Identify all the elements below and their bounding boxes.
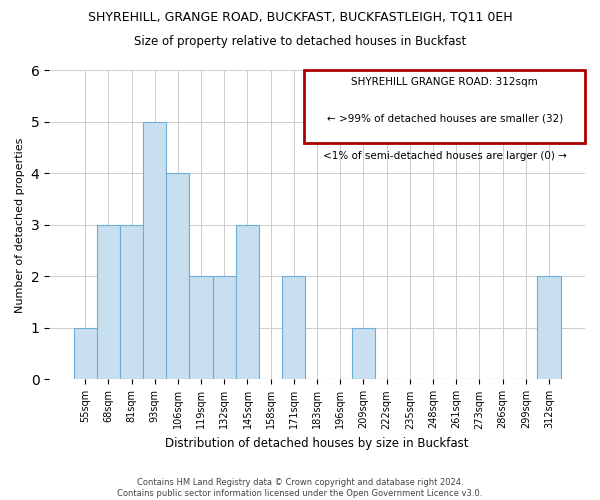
Bar bbox=[190, 276, 212, 380]
Y-axis label: Number of detached properties: Number of detached properties bbox=[15, 138, 25, 312]
Bar bbox=[166, 174, 190, 380]
Bar bbox=[97, 225, 120, 380]
X-axis label: Distribution of detached houses by size in Buckfast: Distribution of detached houses by size … bbox=[166, 437, 469, 450]
Text: SHYREHILL, GRANGE ROAD, BUCKFAST, BUCKFASTLEIGH, TQ11 0EH: SHYREHILL, GRANGE ROAD, BUCKFAST, BUCKFA… bbox=[88, 10, 512, 23]
Bar bbox=[282, 276, 305, 380]
Bar bbox=[236, 225, 259, 380]
Bar bbox=[538, 276, 560, 380]
Bar bbox=[352, 328, 375, 380]
Bar bbox=[74, 328, 97, 380]
Text: ← >99% of detached houses are smaller (32): ← >99% of detached houses are smaller (3… bbox=[326, 114, 563, 124]
Bar bbox=[304, 70, 585, 142]
Bar bbox=[212, 276, 236, 380]
Text: SHYREHILL GRANGE ROAD: 312sqm: SHYREHILL GRANGE ROAD: 312sqm bbox=[351, 76, 538, 86]
Text: Contains HM Land Registry data © Crown copyright and database right 2024.
Contai: Contains HM Land Registry data © Crown c… bbox=[118, 478, 482, 498]
Text: Size of property relative to detached houses in Buckfast: Size of property relative to detached ho… bbox=[134, 35, 466, 48]
Bar bbox=[120, 225, 143, 380]
Bar bbox=[143, 122, 166, 380]
Text: <1% of semi-detached houses are larger (0) →: <1% of semi-detached houses are larger (… bbox=[323, 151, 566, 161]
